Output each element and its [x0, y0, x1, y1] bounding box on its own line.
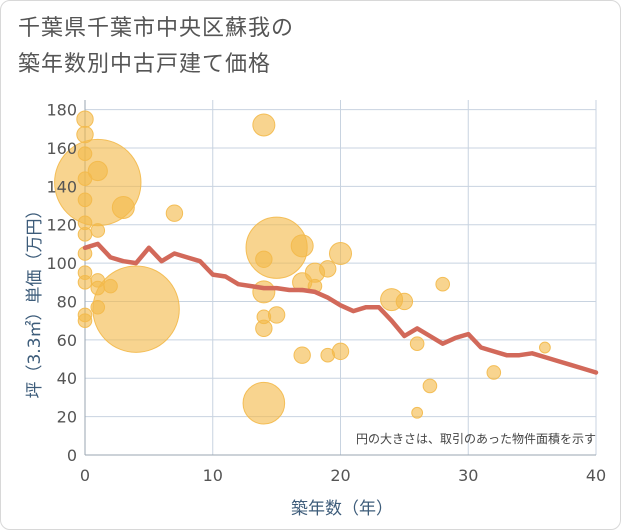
trend-line	[82, 241, 599, 375]
chart-title: 千葉県千葉市中央区蘇我の 築年数別中古戸建て価格	[18, 11, 294, 83]
bubble-point	[255, 250, 273, 268]
y-tick-label: 180	[46, 101, 77, 120]
bubble-point	[76, 110, 94, 128]
trend-line-group	[82, 241, 599, 375]
chart-title-line-1: 千葉県千葉市中央区蘇我の	[18, 16, 295, 41]
axis-ticks: 0 20 40 60 80 100 120 140 160 180 0 10 20 30 40	[46, 101, 606, 485]
bubble-point	[290, 234, 314, 258]
bubble-point	[90, 299, 106, 315]
bubble-point	[252, 280, 276, 304]
y-tick-label: 0	[67, 446, 77, 465]
y-tick-label: 80	[57, 292, 77, 311]
size-legend-note: 円の大きさは、取引のあった物件面積を示す	[356, 431, 596, 446]
grid-lines	[84, 100, 597, 456]
x-axis-title: 築年数（年）	[291, 499, 393, 519]
bubble-point	[395, 292, 414, 311]
bubble-point	[319, 260, 337, 278]
x-tick-label: 20	[330, 466, 350, 485]
bubble-point	[252, 113, 276, 137]
bubble-point	[90, 223, 106, 238]
bubble-point	[422, 378, 438, 394]
bubble-point	[103, 278, 118, 294]
y-tick-label: 120	[46, 216, 77, 235]
bubble-point	[293, 346, 311, 364]
bubble-point	[87, 160, 108, 182]
x-tick-label: 0	[80, 466, 90, 485]
chart-title-line-2: 築年数別中古戸建て価格	[18, 52, 272, 77]
bubble-point	[77, 146, 93, 162]
bubble-point	[409, 336, 425, 352]
bubble-point	[329, 242, 352, 266]
bubble-point	[77, 274, 93, 290]
x-tick-label: 10	[203, 466, 223, 485]
x-tick-label: 40	[586, 466, 606, 485]
y-axis-title: 坪（3.3㎡）単価（万円）	[25, 201, 45, 398]
bubble-point	[165, 204, 184, 222]
y-tick-label: 100	[46, 254, 77, 273]
bubble-point	[435, 276, 451, 292]
bubble-point	[242, 381, 286, 425]
bubble-point	[76, 125, 94, 144]
bubble-point	[77, 171, 93, 186]
bubble-point	[411, 406, 424, 419]
y-tick-label: 160	[46, 139, 77, 158]
bubble-point	[77, 227, 93, 242]
x-tick-label: 30	[458, 466, 478, 485]
bubble-point	[320, 347, 336, 363]
bubble-point	[77, 192, 93, 208]
bubble-point	[486, 365, 502, 380]
bubble-point	[256, 309, 272, 325]
bubble-point	[111, 195, 135, 219]
y-tick-label: 40	[57, 369, 77, 388]
bubble-series	[54, 110, 551, 425]
y-tick-label: 20	[57, 408, 77, 427]
bubble-point	[539, 341, 551, 354]
bubble-point	[90, 280, 106, 296]
y-tick-label: 60	[57, 331, 77, 350]
y-tick-label: 140	[46, 177, 77, 196]
bubble-point	[92, 265, 180, 353]
bubble-point	[77, 313, 93, 328]
